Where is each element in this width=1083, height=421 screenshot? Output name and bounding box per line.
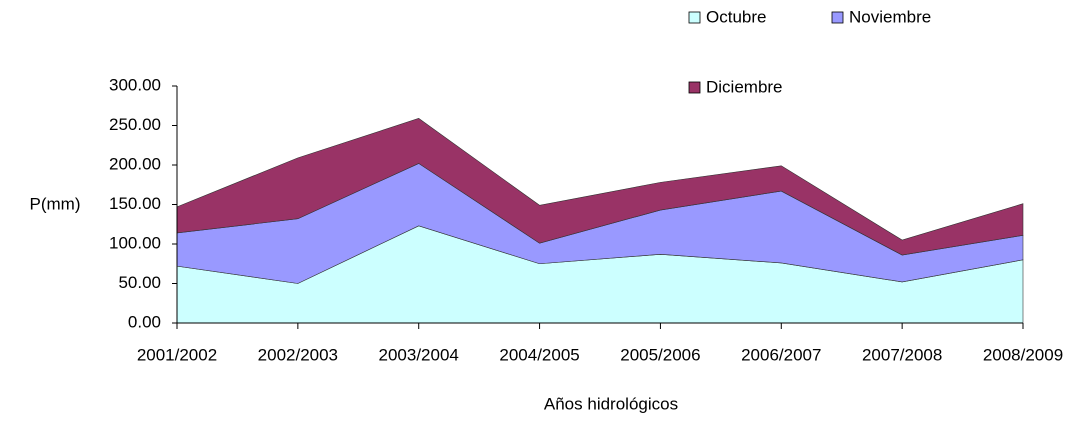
legend-swatch xyxy=(831,11,844,24)
legend-label: Octubre xyxy=(706,7,766,26)
legend-swatch xyxy=(688,11,701,24)
x-tick-label: 2001/2002 xyxy=(137,345,217,364)
x-tick-label: 2008/2009 xyxy=(983,345,1063,364)
x-tick-label: 2007/2008 xyxy=(862,345,942,364)
x-tick-label: 2004/2005 xyxy=(499,345,579,364)
legend-label: Noviembre xyxy=(849,7,931,26)
y-tick-label: 300.00 xyxy=(109,75,161,94)
y-tick-label: 250.00 xyxy=(109,115,161,134)
area xyxy=(176,118,1024,256)
y-tick-label: 100.00 xyxy=(109,233,161,252)
legend-swatch xyxy=(688,81,701,94)
x-tick-label: 2005/2006 xyxy=(620,345,700,364)
y-tick-label: 50.00 xyxy=(118,273,161,292)
y-tick-label: 200.00 xyxy=(109,154,161,173)
y-axis-label: P(mm) xyxy=(30,194,81,213)
x-tick-label: 2006/2007 xyxy=(741,345,821,364)
y-tick-label: 0.00 xyxy=(128,312,161,331)
legend-label: Diciembre xyxy=(706,77,783,96)
x-tick-label: 2002/2003 xyxy=(258,345,338,364)
x-axis-label: Años hidrológicos xyxy=(544,394,678,413)
x-tick-label: 2003/2004 xyxy=(379,345,459,364)
y-tick-label: 150.00 xyxy=(109,194,161,213)
